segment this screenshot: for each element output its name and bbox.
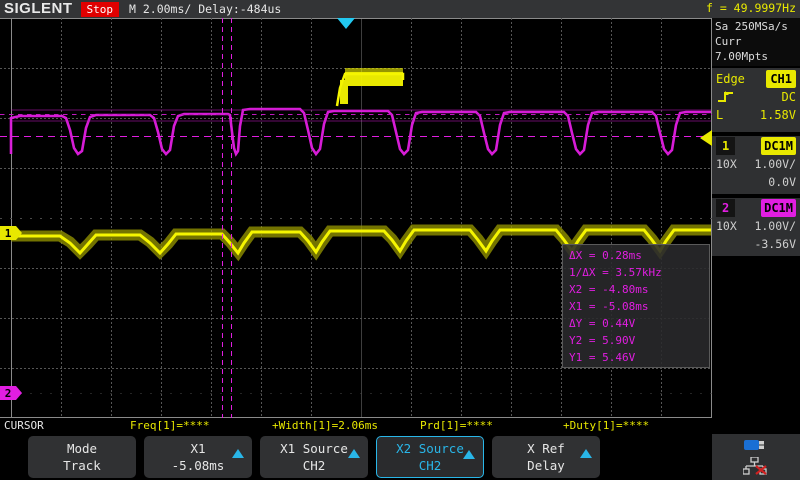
menu-button-x2-source-value: CH2	[418, 458, 442, 473]
waveform-display-area[interactable]: 1 2 ΔX = 0.28ms 1/ΔX = 3.57kHz X2 = -4.8…	[0, 18, 712, 418]
measurement-freq[interactable]: Freq[1]=****	[130, 419, 210, 432]
ch2-ground-marker[interactable]: 2	[0, 386, 22, 400]
ch1-trigger-burst-edge	[335, 72, 405, 107]
ch2-scale-label: 1.00V/	[754, 219, 796, 233]
ch2-trace	[9, 107, 711, 157]
sample-rate-label: Sa 250MSa/s	[715, 20, 788, 33]
cursor-delta-y: ΔY = 0.44V	[569, 317, 636, 330]
timebase-readout[interactable]: M 2.00ms/ Delay:-484us	[129, 2, 282, 16]
run-state-badge[interactable]: Stop	[80, 1, 120, 17]
cursor-readout-panel: ΔX = 0.28ms 1/ΔX = 3.57kHz X2 = -4.80ms …	[562, 244, 710, 368]
frequency-counter-readout: f = 49.9997Hz	[705, 1, 796, 15]
brand-logo: SIGLENT	[4, 0, 73, 17]
menu-button-x-ref-value: Delay	[527, 458, 565, 473]
ch1-coupling-badge[interactable]: DC1M	[761, 137, 796, 155]
cursor-delta-x: ΔX = 0.28ms	[569, 249, 642, 262]
ch2-number-badge[interactable]: 2	[716, 199, 736, 217]
measurement-bar: CURSOR Freq[1]=**** +Width[1]=2.06ms Prd…	[0, 418, 712, 434]
graticule	[0, 18, 712, 418]
cursor-x2: X2 = -4.80ms	[569, 283, 649, 296]
menu-button-x-ref-title: X Ref	[527, 441, 565, 456]
trigger-level-value: 1.58V	[759, 108, 796, 122]
cursor-y2: Y2 = 5.90V	[569, 334, 636, 347]
cursor-x1-line[interactable]	[222, 18, 223, 418]
measurement-pos-duty[interactable]: +Duty[1]=****	[563, 419, 650, 432]
trigger-level-key: L	[716, 108, 724, 122]
cursor-inv-delta-x: 1/ΔX = 3.57kHz	[569, 266, 662, 279]
acquisition-info: Sa 250MSa/s Curr 7.00Mpts	[712, 18, 800, 66]
trigger-level-marker[interactable]	[700, 130, 712, 146]
ch1-offset-label: 0.0V	[768, 175, 796, 189]
menu-button-mode-title: Mode	[66, 441, 98, 456]
menu-button-x1[interactable]: X1 -5.08ms	[144, 436, 252, 478]
trigger-panel[interactable]: Edge CH1 DC L 1.58V	[712, 68, 800, 132]
bottom-menu-bar: Mode Track X1 -5.08ms X1 Source CH2 X2 S…	[0, 434, 800, 480]
up-arrow-icon[interactable]	[580, 449, 592, 458]
cursor-x2-line[interactable]	[231, 18, 232, 418]
trigger-coupling-label: DC	[781, 90, 796, 104]
waveform-traces	[9, 68, 711, 262]
ch2-probe-label: 10X	[716, 219, 737, 233]
menu-button-x1-source[interactable]: X1 Source CH2	[260, 436, 368, 478]
menu-button-mode[interactable]: Mode Track	[28, 436, 136, 478]
trigger-source-badge[interactable]: CH1	[766, 70, 796, 88]
measurement-pos-width[interactable]: +Width[1]=2.06ms	[272, 419, 378, 432]
up-arrow-icon[interactable]	[348, 449, 360, 458]
menu-button-x2-source[interactable]: X2 Source CH2	[376, 436, 484, 478]
ch1-scale-label: 1.00V/	[754, 157, 796, 171]
cursor-y1: Y1 = 5.46V	[569, 351, 636, 364]
menu-button-x1-title: X1	[190, 441, 206, 456]
top-status-bar: SIGLENT Stop M 2.00ms/ Delay:-484us f = …	[0, 0, 800, 18]
up-arrow-icon[interactable]	[232, 449, 244, 458]
right-sidebar: Sa 250MSa/s Curr 7.00Mpts Edge CH1 DC L …	[712, 18, 800, 418]
menu-button-mode-value: Track	[63, 458, 101, 473]
cursor-mode-label: CURSOR	[4, 419, 44, 432]
measurement-period[interactable]: Prd[1]=****	[420, 419, 493, 432]
menu-button-x1-source-value: CH2	[302, 458, 326, 473]
menu-button-x1-source-title: X1 Source	[280, 441, 348, 456]
memory-depth-label: Curr 7.00Mpts	[715, 35, 768, 63]
ch2-offset-label: -3.56V	[754, 237, 796, 251]
channel-1-panel[interactable]: 1 DC1M 10X 1.00V/ 0.0V	[712, 136, 800, 194]
ch2-noise-band	[11, 109, 711, 122]
menu-button-x-ref[interactable]: X Ref Delay	[492, 436, 600, 478]
ch1-probe-label: 10X	[716, 157, 737, 171]
rising-edge-icon	[716, 90, 736, 104]
menu-button-x2-source-title: X2 Source	[396, 441, 464, 456]
ch1-number-badge[interactable]: 1	[716, 137, 736, 155]
lan-disconnected-icon[interactable]	[742, 455, 769, 479]
trigger-type-label: Edge	[716, 72, 745, 86]
cursor-y2-line[interactable]	[0, 114, 712, 115]
ch1-ground-marker[interactable]: 1	[0, 226, 22, 240]
cursor-x1: X1 = -5.08ms	[569, 300, 649, 313]
usb-storage-icon[interactable]	[744, 436, 768, 455]
ch2-coupling-badge[interactable]: DC1M	[761, 199, 796, 217]
channel-2-panel[interactable]: 2 DC1M 10X 1.00V/ -3.56V	[712, 198, 800, 256]
trigger-position-marker[interactable]	[337, 18, 355, 29]
ch1-trigger-burst	[340, 68, 403, 104]
menu-button-x1-value: -5.08ms	[171, 458, 225, 473]
up-arrow-icon[interactable]	[463, 450, 475, 459]
cursor-y1-line[interactable]	[0, 136, 712, 137]
system-icon-panel	[712, 434, 800, 480]
ch1-trace	[11, 228, 711, 256]
